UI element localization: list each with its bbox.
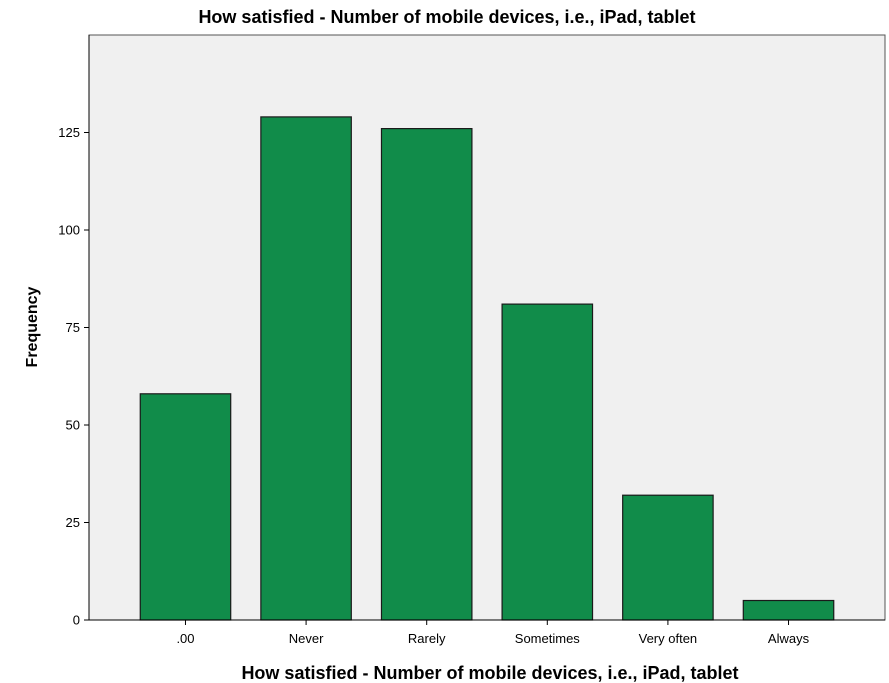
x-tick-label: Always: [768, 631, 810, 646]
y-tick-label: 0: [73, 613, 80, 628]
bar-sometimes: [501, 303, 594, 621]
x-axis-label: How satisfied - Number of mobile devices…: [241, 663, 738, 683]
y-tick-label: 125: [58, 125, 80, 140]
y-tick-label: 75: [66, 320, 80, 335]
x-tick-label: .00: [176, 631, 194, 646]
y-tick-label: 100: [58, 223, 80, 238]
y-axis: 0 25 50 75 100 125: [58, 35, 90, 628]
x-axis: .00 Never Rarely Sometimes Very often Always: [89, 619, 885, 646]
bar-always: [742, 599, 835, 621]
y-tick-label: 50: [66, 418, 80, 433]
y-axis-label: Frequency: [24, 286, 41, 367]
bar-00: [139, 393, 232, 621]
bar-very-often: [622, 494, 714, 621]
y-tick-label: 25: [66, 515, 80, 530]
chart-title: How satisfied - Number of mobile devices…: [198, 7, 695, 27]
bars-group: [139, 116, 835, 621]
bar-rarely: [380, 128, 473, 621]
x-tick-label: Rarely: [408, 631, 446, 646]
x-tick-label: Sometimes: [515, 631, 581, 646]
x-tick-label: Never: [289, 631, 324, 646]
bar-never: [260, 116, 352, 621]
x-tick-label: Very often: [639, 631, 698, 646]
